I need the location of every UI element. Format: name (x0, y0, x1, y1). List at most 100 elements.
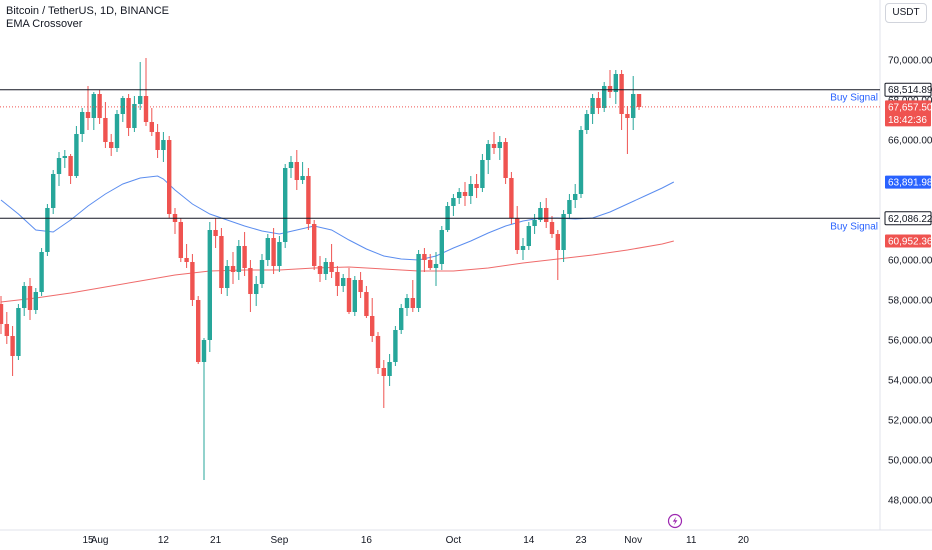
candle (312, 220, 317, 270)
candle-body (358, 280, 363, 292)
x-tick-label: 14 (523, 535, 535, 546)
candle (242, 232, 247, 276)
x-tick-label: 20 (738, 535, 750, 546)
candle (265, 234, 270, 266)
candle-body (451, 198, 456, 206)
candle-body (370, 316, 375, 336)
candle-body (346, 278, 352, 312)
candle-body (155, 132, 160, 150)
candle (271, 228, 276, 274)
candle-body (33, 292, 38, 310)
candle-body (596, 98, 601, 108)
level-price-tag-bg (884, 211, 932, 226)
candle (578, 126, 584, 198)
candle-body (178, 222, 183, 258)
candle-body (584, 114, 589, 130)
candle-body (74, 134, 79, 176)
candle-body (225, 266, 230, 288)
candle-body (271, 238, 276, 266)
candle (462, 182, 468, 206)
candle-body (80, 112, 85, 134)
x-tick-label: Nov (624, 535, 642, 546)
level-price-tag-bg (884, 82, 932, 97)
candle (474, 174, 479, 198)
candle-body (39, 252, 44, 292)
candle (445, 202, 450, 232)
indicator-name[interactable]: EMA Crossover (6, 18, 83, 30)
x-tick-label: Aug (91, 535, 109, 546)
candle-body (631, 94, 636, 118)
candle-body (207, 230, 212, 340)
candle-body (167, 140, 172, 214)
candle (532, 214, 537, 234)
candle (428, 254, 433, 270)
lightning-icon[interactable] (667, 513, 683, 529)
candle-body (474, 184, 479, 188)
candle (549, 216, 555, 238)
candle-body (254, 284, 259, 294)
candle-body (219, 236, 224, 288)
candle-body (636, 94, 642, 107)
candle-body (497, 142, 502, 148)
y-tick-label: 70,000.00 (888, 56, 932, 67)
ema-slow-tag-text: 60,952.36 (888, 236, 932, 247)
candle-body (97, 94, 102, 118)
x-tick-label: Oct (446, 535, 462, 546)
candle-body (404, 298, 410, 308)
candle (567, 194, 572, 218)
horizontal-levels: Buy Signal Buy Signal (0, 89, 880, 232)
candle (352, 276, 357, 316)
candle (27, 278, 33, 320)
candle (56, 152, 62, 186)
candle (4, 312, 9, 344)
candle-body (532, 220, 537, 226)
candle-body (277, 242, 282, 266)
candle (143, 58, 149, 126)
candle (33, 288, 38, 314)
candle (393, 326, 398, 366)
last-price-text: 67,657.50 (888, 102, 932, 113)
candle (161, 132, 166, 162)
candle (254, 276, 259, 306)
y-tick-label: 60,000.00 (888, 256, 932, 267)
candle-body (335, 272, 340, 286)
candle-body (10, 336, 15, 356)
candle (375, 332, 381, 374)
candle (213, 218, 218, 248)
candle-body (56, 158, 62, 174)
candle (631, 76, 636, 130)
candle (468, 176, 473, 204)
candle (404, 294, 410, 316)
candle (219, 228, 224, 294)
candle-body (509, 178, 514, 218)
candle (306, 168, 311, 230)
candle-body (352, 280, 357, 312)
buy-signal-label: Buy Signal (830, 93, 878, 104)
candle (457, 188, 462, 204)
candle-body (120, 98, 125, 114)
candle-body (457, 192, 462, 198)
candle-body (526, 226, 531, 246)
candle (288, 156, 294, 178)
candle (491, 132, 497, 154)
candle-body (544, 208, 549, 222)
candle (184, 244, 189, 268)
candle (515, 206, 520, 254)
candle (236, 240, 241, 280)
candle-body (590, 98, 595, 114)
candle (364, 286, 369, 318)
ema-fast-tag-text: 63,891.98 (888, 178, 932, 189)
ema-fast-tag-bg (885, 175, 931, 189)
x-tick-label: 23 (575, 535, 587, 546)
candle-body (381, 368, 386, 376)
candle-body (312, 224, 317, 266)
candle (573, 184, 578, 208)
candle (370, 298, 375, 342)
candle-body (51, 174, 56, 208)
candle (329, 244, 334, 278)
candle (433, 252, 439, 286)
candle-body (161, 140, 166, 150)
candle (358, 272, 363, 298)
currency-button[interactable]: USDT (885, 3, 927, 23)
